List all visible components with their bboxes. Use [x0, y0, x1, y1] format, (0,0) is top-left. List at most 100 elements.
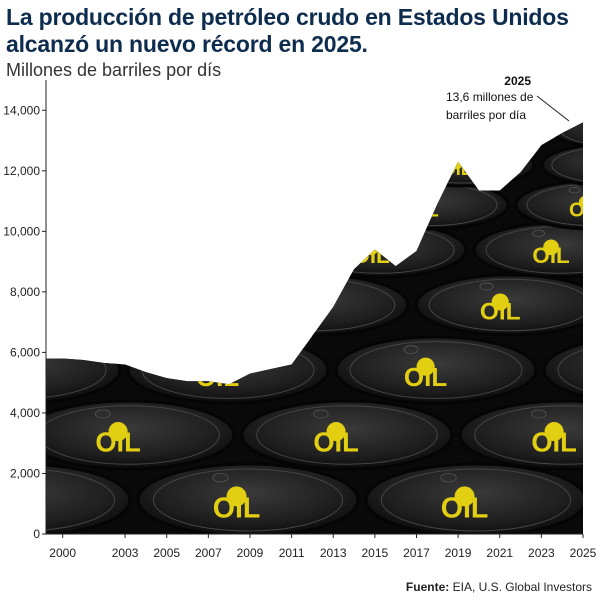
barrel-lid: [46, 273, 214, 337]
barrel-oil-label: OIL: [213, 492, 261, 524]
barrel-rim: [474, 405, 583, 465]
x-tick-label: 2011: [279, 546, 305, 560]
barrel-rim: [198, 183, 334, 227]
barrel-rim: [256, 405, 438, 465]
barrel-oil-label: OIL: [0, 362, 31, 392]
barrel-oil-label: OIL: [531, 426, 577, 457]
barrel-lid: [392, 142, 536, 188]
barrel-plug: [330, 117, 339, 121]
barrel-plug: [293, 149, 304, 155]
x-tick-label: 2023: [528, 546, 555, 560]
barrel-lid: [46, 122, 150, 150]
oil-drop-icon: [250, 195, 265, 210]
barrel-rim: [296, 122, 404, 146]
barrel-plug: [531, 409, 547, 419]
barrel-oil-label: OIL: [569, 200, 600, 222]
barrel-oil-label: OIL: [294, 159, 324, 179]
oil-drop-icon: [543, 239, 559, 256]
x-tick-label: 2005: [153, 546, 180, 560]
oil-drop-icon: [454, 486, 475, 507]
barrel-oil-label: OIL: [405, 200, 439, 222]
source-label: Fuente:: [405, 580, 450, 594]
barrel-plug: [212, 472, 229, 483]
barrel-plug: [404, 186, 417, 194]
x-tick-label: 2021: [486, 546, 513, 560]
barrel-lid: [350, 179, 510, 231]
oil-drop-icon: [295, 293, 313, 311]
oil-drop-icon: [416, 357, 435, 376]
oil-drop-icon: [1, 358, 19, 376]
y-tick-label: 2,000: [10, 466, 40, 480]
y-tick-label: 4,000: [10, 406, 40, 420]
barrel-oil-label: OIL: [462, 125, 489, 143]
oil-drop-icon: [326, 422, 346, 442]
y-tick-label: 12,000: [3, 164, 40, 178]
y-tick-label: 0: [33, 527, 40, 541]
barrel-oil-label: OIL: [442, 159, 472, 179]
barrel-oil-label: OIL: [0, 243, 30, 268]
barrel-oil-label: OIL: [196, 362, 239, 392]
oil-drop-icon: [544, 422, 564, 442]
barrel-oil-label: OIL: [594, 125, 600, 143]
barrel-oil-label: OIL: [88, 298, 129, 325]
oil-drop-icon: [208, 357, 227, 376]
title-line-2: alcanzó un nuevo récord en 2025.: [6, 31, 368, 57]
barrel-plug: [76, 186, 89, 194]
barrel-plug: [532, 229, 545, 237]
area-fill: OILOILOILOILOILOILOILOILOILOILOILOILOILO…: [0, 117, 600, 535]
barrel-plug: [195, 345, 211, 354]
x-tick-label: 2019: [445, 546, 472, 560]
barrel-plug: [403, 345, 419, 354]
barrel-oil-label: OIL: [313, 426, 359, 457]
oil-drop-icon: [0, 486, 19, 506]
source-note: Fuente: EIA, U.S. Global Investors: [406, 580, 592, 594]
barrel-rim: [349, 341, 523, 399]
oil-drop-icon: [99, 293, 117, 311]
barrel-plug: [0, 149, 7, 154]
barrel-oil-label: OIL: [0, 492, 32, 524]
oil-drop-icon: [578, 195, 583, 210]
barrel-oil-label: OIL: [441, 492, 489, 524]
barrel-plug: [568, 186, 581, 194]
barrel-rim: [46, 278, 200, 332]
barrel-plug: [145, 149, 156, 155]
oil-drop-icon: [469, 122, 482, 134]
barrel-oil-label: OIL: [198, 125, 225, 143]
barrel-oil-label: OIL: [532, 243, 569, 268]
barrel-lid: [414, 273, 583, 337]
barrel-lid: [112, 221, 288, 279]
oil-drop-icon: [205, 122, 218, 134]
barrel-oil-label: OIL: [352, 243, 389, 268]
barrel-rim: [46, 468, 116, 532]
barrel-plug: [66, 117, 75, 121]
oil-drop-icon: [73, 122, 86, 134]
barrel-oil-label: OIL: [404, 362, 447, 392]
y-axis: 0 2,000 4,000 6,000 8,000 10,000 12,000 14,000: [3, 80, 47, 541]
barrel-lid: [186, 179, 346, 231]
barrel-lid: [364, 462, 583, 535]
barrel-rim: [107, 146, 229, 184]
barrel-rim: [551, 146, 583, 184]
oil-drop-icon: [154, 156, 168, 170]
barrel-plug: [312, 409, 329, 419]
barrel-lid: [154, 122, 282, 150]
oil-drop-icon: [337, 122, 350, 134]
barrel-plug: [441, 149, 452, 155]
oil-drop-icon: [108, 422, 128, 442]
oil-drop-icon: [302, 156, 316, 170]
x-tick-label: 2000: [49, 546, 76, 560]
barrel-rim: [125, 226, 275, 274]
chart-title: La producción de petróleo crudo en Estad…: [6, 4, 596, 58]
x-tick-label: 2009: [237, 546, 264, 560]
barrel-lid: [240, 399, 454, 471]
barrel-plug: [172, 229, 185, 237]
barrel-plug: [594, 117, 600, 121]
barrel-lid: [542, 335, 583, 405]
x-axis: 2000 2003 2005 2007 2009 2011 2013 2015 2017 2019…: [46, 533, 597, 560]
barrel-lid: [46, 179, 182, 231]
barrel-rim: [380, 468, 572, 532]
y-tick-label: 14,000: [3, 103, 40, 117]
barrel-rim: [46, 405, 220, 465]
barrel-plug: [87, 282, 102, 291]
